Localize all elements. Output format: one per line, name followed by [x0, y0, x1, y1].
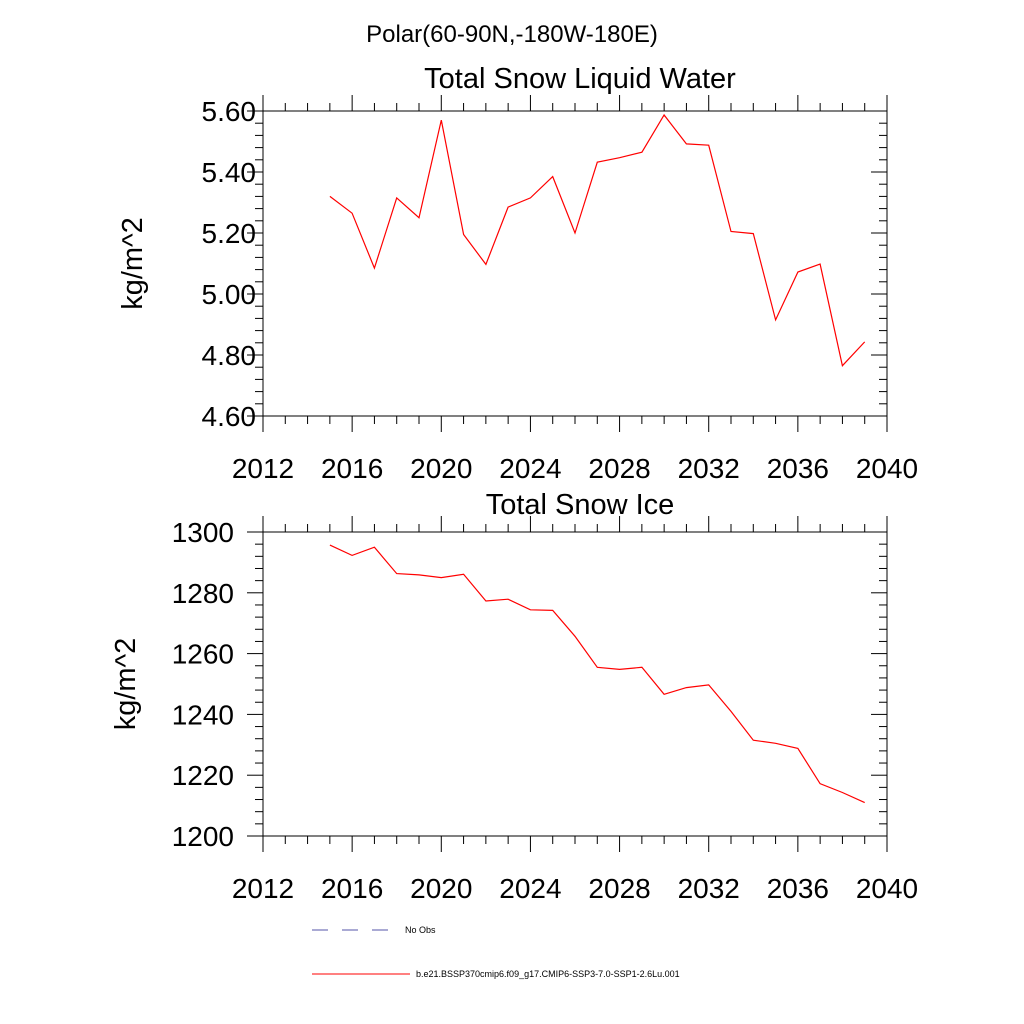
y-tick-label: 1240 [172, 699, 234, 730]
y-tick-label: 1280 [172, 578, 234, 609]
series-line [329, 113, 866, 367]
x-tick-label: 2028 [588, 873, 650, 904]
plot-frame [262, 110, 888, 417]
y-tick-label: 4.80 [202, 340, 257, 371]
x-tick-label: 2036 [767, 453, 829, 484]
y-tick-label: 1220 [172, 760, 234, 791]
y-tick-label: 5.20 [202, 218, 257, 249]
plot-frame [262, 531, 888, 837]
x-tick-label: 2012 [232, 453, 294, 484]
x-tick-label: 2040 [856, 873, 918, 904]
y-tick-label: 1260 [172, 639, 234, 670]
y-tick-label: 4.60 [202, 401, 257, 432]
x-tick-label: 2032 [678, 453, 740, 484]
x-tick-label: 2012 [232, 873, 294, 904]
x-tick-label: 2036 [767, 873, 829, 904]
chart-title: Total Snow Liquid Water [424, 63, 736, 95]
x-tick-label: 2032 [678, 873, 740, 904]
y-tick-label: 1300 [172, 517, 234, 548]
legend: No Obs b.e21.BSSP370cmip6.f09_g17.CMIP6-… [312, 925, 680, 979]
y-tick-label: 5.00 [202, 279, 257, 310]
x-tick-label: 2016 [321, 873, 383, 904]
y-axis-label: kg/m^2 [110, 638, 142, 731]
x-tick-label: 2016 [321, 453, 383, 484]
y-tick-label: 5.40 [202, 157, 257, 188]
legend-model-label: b.e21.BSSP370cmip6.f09_g17.CMIP6-SSP3-7.… [416, 969, 680, 979]
x-tick-label: 2040 [856, 453, 918, 484]
x-tick-label: 2020 [410, 873, 472, 904]
chart-title: Total Snow Ice [486, 489, 675, 521]
x-tick-label: 2028 [588, 453, 650, 484]
panel-snow-ice: Total Snow Ice kg/m^2 2012 2016 2020 2024 2028… [110, 489, 918, 904]
x-tick-label: 2020 [410, 453, 472, 484]
panel-snow-liquid-water: Total Snow Liquid Water kg/m^2 2012 2016 202… [117, 63, 918, 484]
x-tick-label: 2024 [499, 873, 561, 904]
y-axis-label: kg/m^2 [117, 217, 149, 310]
x-tick-label: 2024 [499, 453, 561, 484]
y-tick-label: 1200 [172, 821, 234, 852]
series-line [329, 544, 865, 804]
figure-suptitle: Polar(60-90N,-180W-180E) [366, 21, 658, 48]
legend-no-obs-label: No Obs [405, 925, 436, 935]
y-tick-label: 5.60 [202, 96, 257, 127]
